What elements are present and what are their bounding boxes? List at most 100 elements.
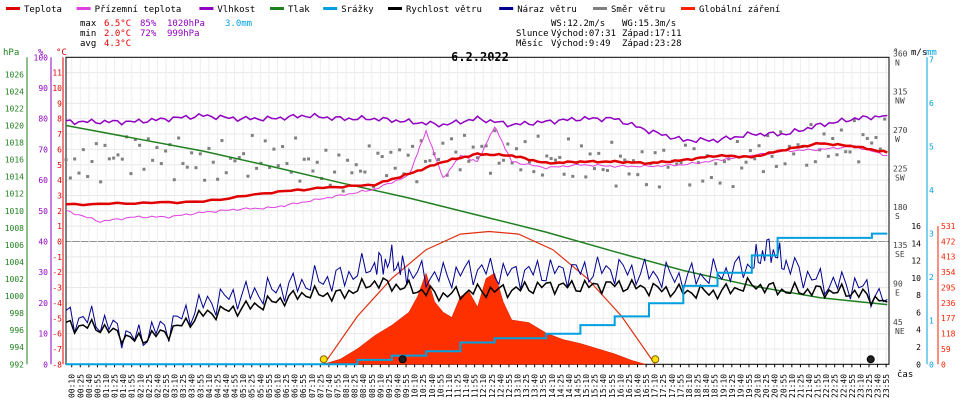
series-wind-direction-point (458, 168, 462, 172)
x-tick-label: 05:40 (256, 374, 265, 398)
legend-label: Teplota (24, 5, 62, 15)
series-wind-direction-point (263, 139, 267, 143)
pressure-tick: 1014 (5, 173, 24, 182)
series-wind-direction-point (220, 139, 224, 143)
stat-row-label: min (80, 29, 96, 39)
series-wind-direction-point (68, 176, 72, 180)
temperature-tick: -4 (52, 299, 62, 308)
series-wind-direction-point (372, 185, 376, 189)
series-wind-direction-point (566, 137, 570, 141)
series-wind-direction-point (307, 157, 311, 161)
x-tick-label: 17:25 (659, 374, 668, 398)
rain-tick: 3 (929, 230, 934, 239)
x-tick-label: 08:10 (342, 374, 351, 398)
radiation-tick: 472 (941, 237, 956, 246)
series-wind-direction-point (818, 148, 822, 152)
series-wind-direction-point (878, 147, 882, 151)
stat-sunset: Západ:17:11 (622, 29, 682, 39)
series-wind-direction-point (549, 157, 553, 161)
series-wind-direction-point (177, 136, 181, 140)
humidity-tick: 40 (38, 238, 48, 247)
x-tick-label: 04:40 (222, 374, 231, 398)
x-tick-label: 11:40 (462, 374, 471, 398)
x-tick-label: 04:10 (205, 374, 214, 398)
series-wind-direction-point (493, 129, 497, 133)
x-tick-label: 16:10 (616, 374, 625, 398)
series-wind-direction-point (116, 153, 120, 157)
series-wind-direction-point (90, 160, 94, 164)
series-wind-direction-point (250, 133, 254, 137)
direction-tick: 270 (893, 126, 908, 135)
legend-swatch (6, 7, 20, 10)
x-tick-label: 13:25 (522, 374, 531, 398)
sunset-marker (651, 355, 660, 364)
x-tick-label: 14:55 (574, 374, 583, 398)
series-wind-direction-point (605, 168, 609, 172)
series-wind-direction-point (350, 171, 354, 175)
x-tick-label: 09:55 (402, 374, 411, 398)
x-tick-label: 06:55 (299, 374, 308, 398)
series-wind-direction-point (618, 154, 622, 158)
series-wind-direction-point (497, 161, 501, 165)
x-tick-label: 21:55 (814, 374, 823, 398)
x-tick-label: 04:55 (231, 374, 240, 398)
x-tick-label: 01:40 (119, 374, 128, 398)
x-tick-label: 18:25 (694, 374, 703, 398)
series-wind-direction-point (242, 152, 246, 156)
temperature-tick: -2 (52, 268, 62, 277)
series-wind-direction-point (558, 155, 562, 159)
temperature-tick: 5 (57, 161, 62, 170)
direction-tick: 135 (893, 241, 908, 250)
moonset-marker (866, 355, 875, 364)
x-tick-label: 09:40 (393, 374, 402, 398)
series-wind-direction-point (831, 137, 835, 141)
x-tick-label: 11:25 (453, 374, 462, 398)
x-tick-label: 21:40 (805, 374, 814, 398)
legend-label: Rychlost větru (406, 5, 482, 15)
x-tick-label: 20:40 (771, 374, 780, 398)
wind-tick: 10 (911, 274, 921, 283)
series-wind-direction-point (229, 156, 233, 160)
series-wind-direction-point (774, 164, 778, 168)
series-wind-direction-point (813, 160, 817, 164)
series-wind-direction-point (450, 137, 454, 141)
direction-compass: E (895, 289, 900, 298)
series-wind-direction-point (471, 145, 475, 149)
pressure-tick: 1006 (5, 241, 24, 250)
x-tick-label: 05:10 (239, 374, 248, 398)
series-wind-direction-point (129, 172, 133, 176)
moonrise-marker (398, 355, 407, 364)
humidity-tick: 60 (38, 176, 48, 185)
x-tick-label: 08:40 (359, 374, 368, 398)
radiation-tick: 413 (941, 253, 956, 262)
series-wind-direction-point (692, 147, 696, 151)
series-wind-direction-point (731, 185, 735, 189)
x-tick-label: 14:25 (556, 374, 565, 398)
legend-label: Srážky (341, 5, 374, 15)
series-wind-direction-point (81, 148, 85, 152)
series-wind-direction-point (203, 178, 207, 182)
series-wind-direction-point (688, 183, 692, 187)
x-tick-label: 06:10 (273, 374, 282, 398)
series-wind-direction-point (272, 147, 276, 151)
radiation-tick: 0 (941, 360, 946, 369)
direction-compass: SW (895, 173, 905, 182)
x-tick-label: 00:55 (93, 374, 102, 398)
series-wind-direction-point (536, 134, 540, 138)
series-wind-direction-point (324, 148, 328, 152)
series-wind-direction-point (640, 150, 644, 154)
series-wind-direction-point (398, 148, 402, 152)
series-wind-direction-point (207, 146, 211, 150)
series-wind-direction-point (883, 117, 887, 121)
x-tick-label: 12:10 (479, 374, 488, 398)
humidity-tick: 20 (38, 299, 48, 308)
x-tick-label: 05:25 (248, 374, 257, 398)
humidity-tick: 30 (38, 268, 48, 277)
series-wind-direction-point (289, 170, 293, 174)
stat-pressure: 1020hPa (167, 19, 205, 29)
series-wind-direction-point (714, 162, 718, 166)
x-tick-label: 09:25 (385, 374, 394, 398)
direction-compass: N (895, 58, 900, 67)
series-wind-direction-point (419, 139, 423, 143)
x-tick-label: 14:40 (565, 374, 574, 398)
